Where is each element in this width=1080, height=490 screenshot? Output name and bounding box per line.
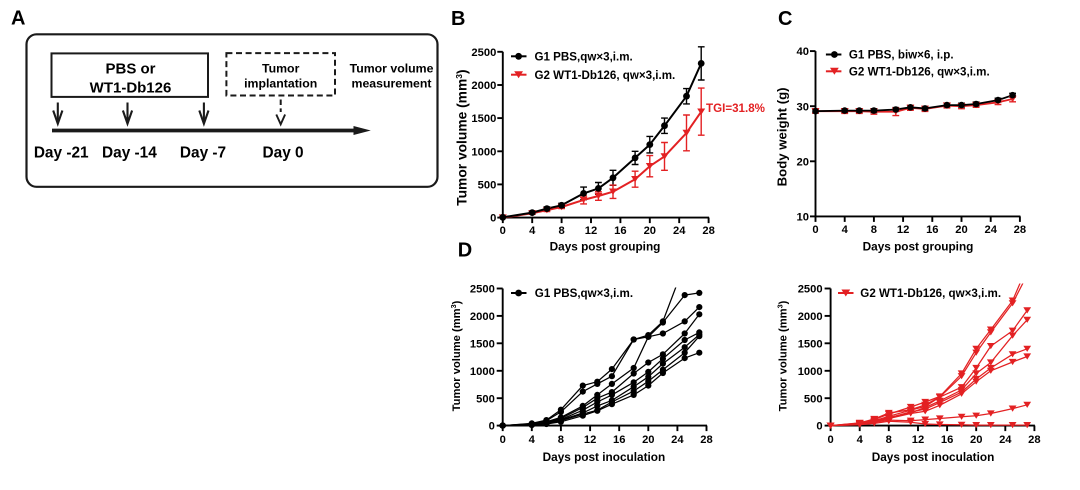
svg-text:Day 0: Day 0 bbox=[263, 145, 304, 162]
svg-text:0: 0 bbox=[500, 434, 506, 446]
svg-text:Tumor volume: Tumor volume bbox=[350, 61, 434, 75]
svg-text:500: 500 bbox=[476, 393, 495, 405]
svg-text:4: 4 bbox=[842, 224, 849, 236]
svg-text:Day -14: Day -14 bbox=[102, 145, 157, 162]
svg-text:4: 4 bbox=[529, 225, 536, 237]
svg-text:implantation: implantation bbox=[244, 77, 317, 91]
svg-text:Days post inoculation: Days post inoculation bbox=[872, 450, 995, 464]
svg-text:1000: 1000 bbox=[798, 366, 823, 378]
svg-text:TGI=31.8%: TGI=31.8% bbox=[706, 102, 765, 115]
svg-text:500: 500 bbox=[478, 180, 497, 192]
svg-text:Day -7: Day -7 bbox=[180, 145, 226, 162]
svg-text:2500: 2500 bbox=[471, 47, 496, 59]
svg-text:B: B bbox=[451, 8, 465, 30]
svg-text:20: 20 bbox=[644, 225, 656, 237]
svg-text:0: 0 bbox=[489, 421, 495, 433]
svg-text:500: 500 bbox=[804, 393, 823, 405]
svg-text:1000: 1000 bbox=[470, 366, 495, 378]
svg-text:12: 12 bbox=[585, 225, 597, 237]
svg-text:1500: 1500 bbox=[470, 338, 495, 350]
svg-text:20: 20 bbox=[955, 224, 967, 236]
svg-text:Body weight (g): Body weight (g) bbox=[774, 87, 789, 186]
svg-text:Day -21: Day -21 bbox=[34, 145, 89, 162]
svg-text:12: 12 bbox=[584, 434, 596, 446]
svg-text:Tumor: Tumor bbox=[262, 61, 300, 75]
svg-text:10: 10 bbox=[797, 212, 809, 224]
svg-text:24: 24 bbox=[673, 225, 686, 237]
svg-text:24: 24 bbox=[999, 434, 1012, 446]
svg-text:8: 8 bbox=[871, 224, 877, 236]
svg-text:G1 PBS, biw×6, i.p.: G1 PBS, biw×6, i.p. bbox=[849, 49, 954, 62]
svg-text:0: 0 bbox=[500, 225, 506, 237]
svg-text:16: 16 bbox=[613, 434, 625, 446]
svg-text:8: 8 bbox=[558, 434, 564, 446]
svg-text:2000: 2000 bbox=[470, 311, 495, 323]
svg-text:Tumor volume (mm3): Tumor volume (mm3) bbox=[454, 69, 470, 205]
svg-text:0: 0 bbox=[816, 421, 822, 433]
svg-text:G2 WT1-Db126, qw×3,i.m.: G2 WT1-Db126, qw×3,i.m. bbox=[535, 69, 676, 82]
svg-text:28: 28 bbox=[1014, 224, 1026, 236]
svg-text:8: 8 bbox=[886, 434, 892, 446]
svg-text:2000: 2000 bbox=[798, 311, 823, 323]
svg-text:0: 0 bbox=[827, 434, 833, 446]
svg-text:20: 20 bbox=[642, 434, 654, 446]
svg-text:16: 16 bbox=[941, 434, 953, 446]
svg-text:16: 16 bbox=[614, 225, 626, 237]
svg-text:A: A bbox=[11, 7, 25, 29]
svg-text:Days post inoculation: Days post inoculation bbox=[543, 450, 666, 464]
svg-text:WT1-Db126: WT1-Db126 bbox=[90, 79, 172, 96]
svg-text:2500: 2500 bbox=[470, 284, 495, 296]
svg-text:24: 24 bbox=[984, 224, 997, 236]
svg-text:2500: 2500 bbox=[798, 284, 823, 296]
svg-text:G2 WT1-Db126, qw×3,i.m.: G2 WT1-Db126, qw×3,i.m. bbox=[860, 287, 1001, 300]
svg-text:G2 WT1-Db126, qw×3,i.m.: G2 WT1-Db126, qw×3,i.m. bbox=[849, 66, 990, 79]
svg-text:28: 28 bbox=[1028, 434, 1040, 446]
svg-text:0: 0 bbox=[812, 224, 818, 236]
svg-text:20: 20 bbox=[970, 434, 982, 446]
svg-text:0: 0 bbox=[490, 213, 496, 225]
svg-text:Tumor volume (mm3): Tumor volume (mm3) bbox=[449, 300, 463, 411]
svg-text:20: 20 bbox=[797, 156, 809, 168]
svg-text:28: 28 bbox=[700, 434, 712, 446]
svg-text:16: 16 bbox=[926, 224, 938, 236]
svg-text:28: 28 bbox=[702, 225, 714, 237]
svg-text:1000: 1000 bbox=[471, 146, 496, 158]
svg-text:24: 24 bbox=[671, 434, 684, 446]
svg-text:8: 8 bbox=[558, 225, 564, 237]
svg-text:4: 4 bbox=[857, 434, 864, 446]
svg-text:2000: 2000 bbox=[471, 80, 496, 92]
svg-text:G1 PBS,qw×3,i.m.: G1 PBS,qw×3,i.m. bbox=[535, 51, 633, 64]
svg-text:Days post grouping: Days post grouping bbox=[550, 239, 661, 253]
svg-text:12: 12 bbox=[897, 224, 909, 236]
svg-text:C: C bbox=[778, 8, 792, 30]
svg-text:12: 12 bbox=[912, 434, 924, 446]
svg-text:30: 30 bbox=[797, 101, 809, 113]
svg-text:1500: 1500 bbox=[471, 113, 496, 125]
svg-text:Tumor volume (mm3): Tumor volume (mm3) bbox=[776, 300, 790, 411]
svg-text:Days post grouping: Days post grouping bbox=[863, 239, 974, 253]
svg-text:measurement: measurement bbox=[352, 77, 432, 91]
svg-text:G1 PBS,qw×3,i.m.: G1 PBS,qw×3,i.m. bbox=[535, 287, 633, 300]
svg-text:PBS or: PBS or bbox=[105, 60, 155, 77]
svg-text:1500: 1500 bbox=[798, 338, 823, 350]
svg-text:4: 4 bbox=[529, 434, 536, 446]
svg-text:40: 40 bbox=[797, 46, 809, 58]
svg-text:D: D bbox=[458, 239, 472, 261]
